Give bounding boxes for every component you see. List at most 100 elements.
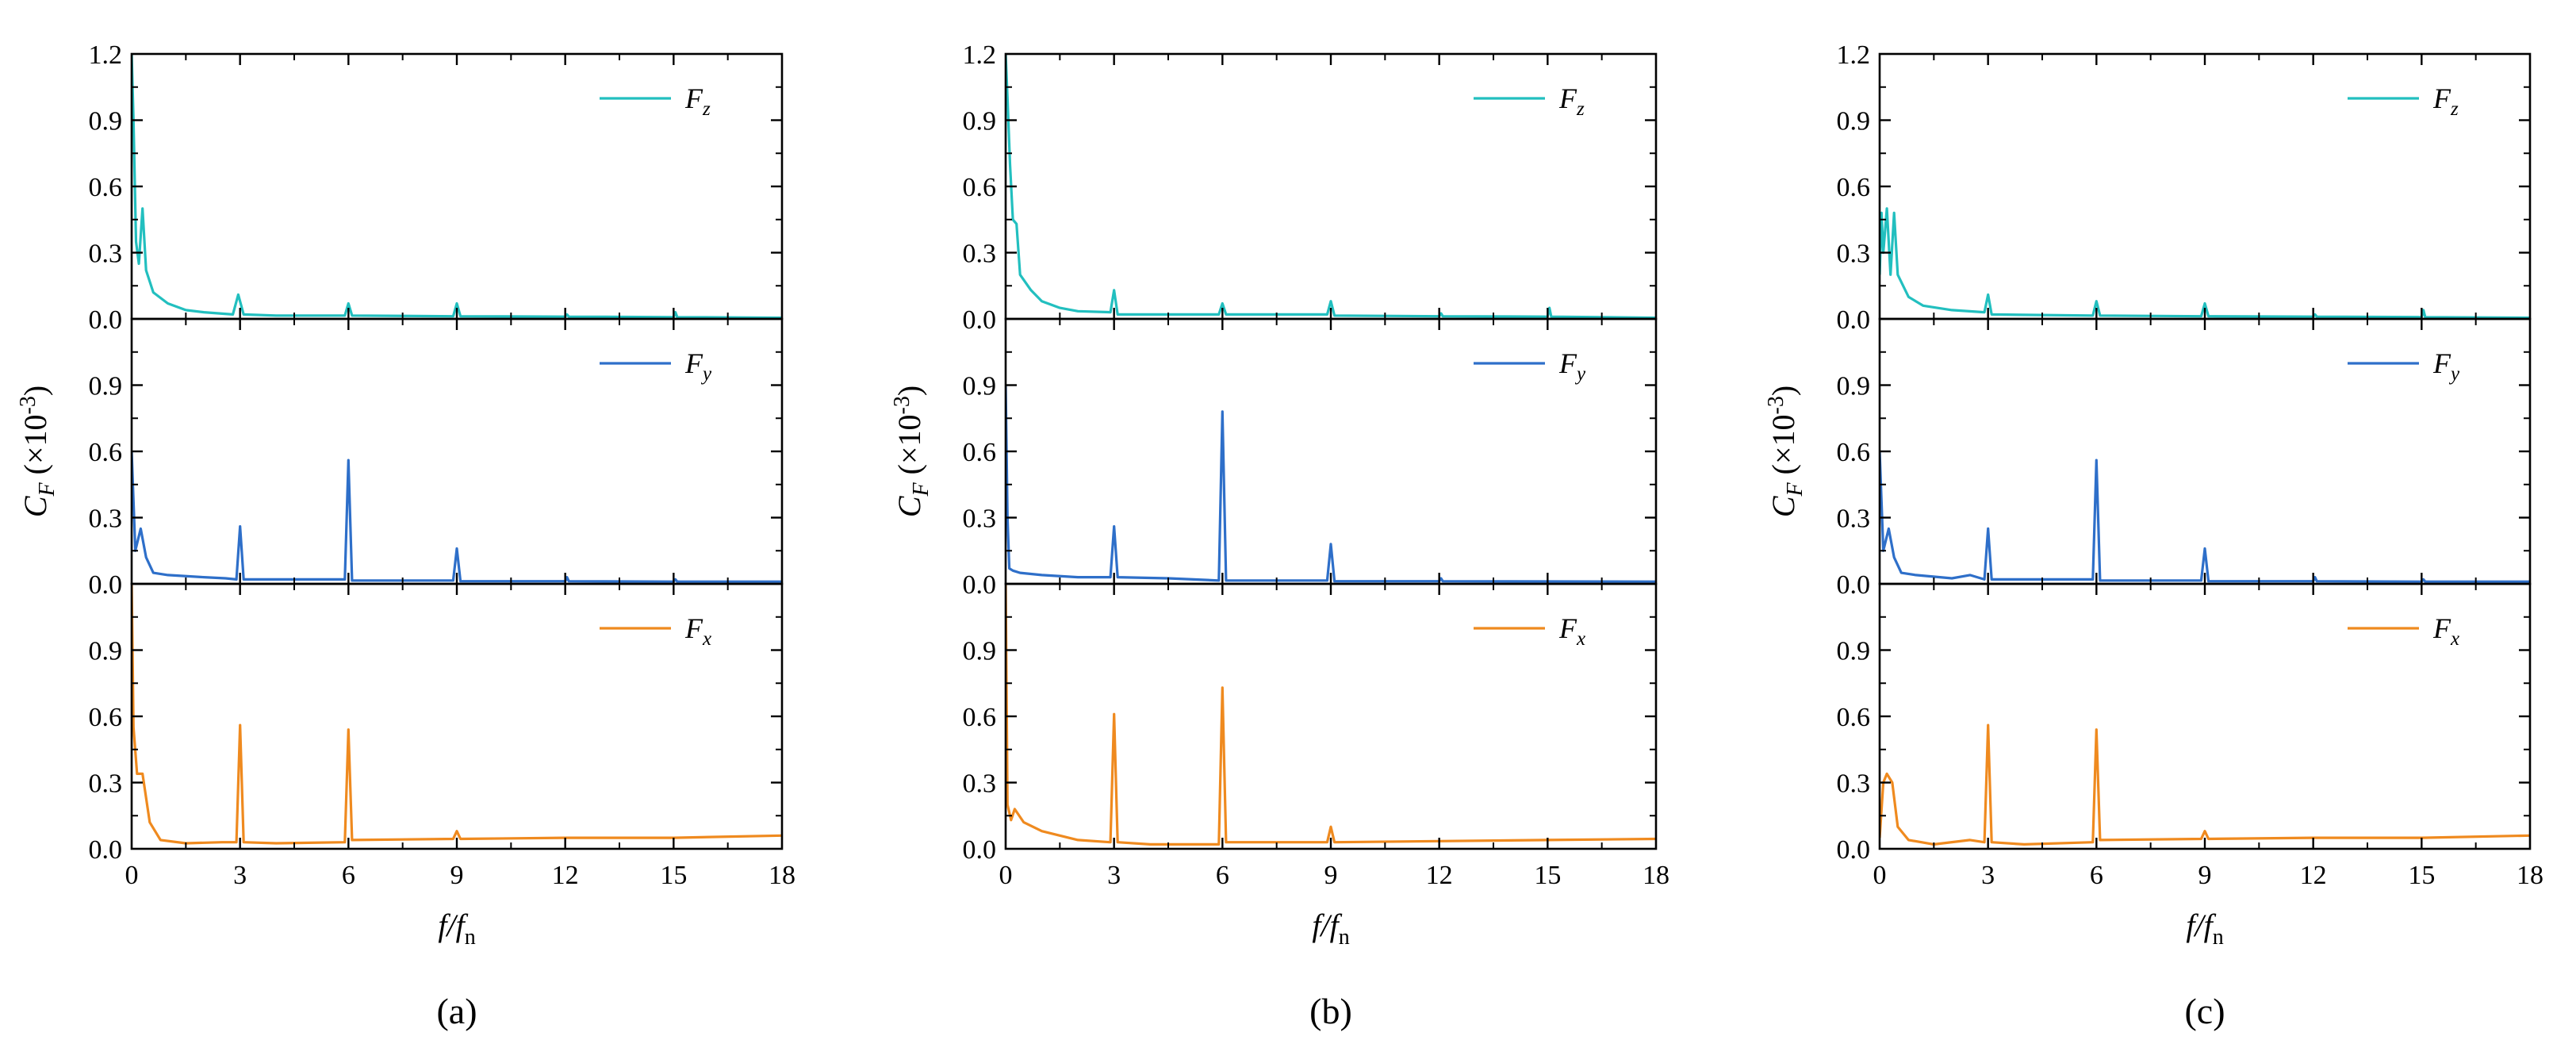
y-axis-label-close: )	[1765, 386, 1801, 396]
series-line-fz	[1006, 54, 1656, 319]
panel-fy: 0.0 0.3 0.6 0.9 Fy	[963, 317, 1658, 600]
panel-fx: 0.0 0.3 0.6 0.9 Fx	[89, 582, 784, 865]
y-axis-label-c: C	[17, 495, 53, 517]
legend-sub: z	[1576, 98, 1585, 120]
panel-frame	[1004, 582, 1658, 850]
y-axis-label-close: )	[891, 386, 927, 396]
y-tick-label: 0.3	[963, 505, 997, 534]
y-tick-label: 0.6	[963, 173, 997, 202]
x-axis-label: f/fn	[2186, 908, 2223, 950]
x-tick-label: 18	[769, 861, 795, 890]
y-axis-label: CF (×10-3)	[16, 386, 59, 517]
x-tick-label: 6	[1216, 861, 1229, 890]
y-tick-label: 0.3	[963, 240, 997, 269]
y-tick-label: 0.0	[89, 305, 123, 335]
x-tick-label: 0	[1873, 861, 1887, 890]
y-axis-label-sub: F	[1783, 482, 1807, 497]
legend-sub: z	[2450, 98, 2459, 120]
y-axis-label-exp: -3	[1764, 396, 1788, 414]
legend-sub: y	[2448, 363, 2460, 385]
panel-fx: 0.0 0.3 0.6 0.9 Fx	[1837, 582, 2532, 865]
x-tick-label: 3	[1981, 861, 1995, 890]
legend-label-fz: Fz	[684, 83, 711, 120]
legend-base: F	[684, 612, 703, 644]
legend-base: F	[684, 347, 703, 379]
series-line-fx	[132, 584, 782, 845]
y-axis-label: CF (×10-3)	[1764, 386, 1807, 517]
panel-frame	[1878, 582, 2532, 850]
caption: (b)	[1309, 991, 1352, 1031]
x-axis-label-slash: /	[1319, 908, 1332, 943]
y-tick-label: 0.9	[89, 107, 123, 136]
legend-sub: y	[1574, 363, 1586, 385]
y-tick-label: 0.3	[1837, 505, 1871, 534]
x-tick-label: 15	[1534, 861, 1561, 890]
x-tick-label: 12	[1426, 861, 1453, 890]
y-tick-label: 1.2	[1837, 40, 1871, 70]
y-axis-label-c: C	[1765, 495, 1801, 517]
x-axis-label: f/fn	[1312, 908, 1349, 950]
series-line-fy	[132, 451, 782, 583]
y-tick-label: 0.6	[89, 703, 123, 732]
series-line-fz	[132, 54, 782, 319]
legend-sub: x	[1576, 628, 1585, 650]
legend-base: F	[2432, 83, 2451, 114]
x-tick-label: 3	[233, 861, 247, 890]
y-tick-label: 0.0	[963, 835, 997, 865]
y-tick-label: 0.6	[963, 438, 997, 467]
y-tick-label: 0.6	[1837, 173, 1871, 202]
chart-2: 0.0 0.3 0.6 0.9 1.2 Fz 0.0 0.3 0.6 0.9 Fy 0.0 0.3 0.6…	[890, 40, 1669, 1031]
legend-label-fx: Fx	[2432, 612, 2459, 650]
x-tick-label: 9	[450, 861, 464, 890]
x-tick-label: 9	[2198, 861, 2212, 890]
x-tick-label: 15	[660, 861, 687, 890]
legend-label-fx: Fx	[1558, 612, 1585, 650]
y-tick-label: 0.9	[89, 372, 123, 401]
series-line-fy	[1006, 385, 1656, 583]
panel-fz: 0.0 0.3 0.6 0.9 1.2 Fz	[89, 40, 784, 335]
x-tick-label: 0	[999, 861, 1013, 890]
legend-sub: z	[702, 98, 711, 120]
panel-fy: 0.0 0.3 0.6 0.9 Fy	[1837, 317, 2532, 600]
y-axis-label-sub: F	[35, 482, 59, 497]
x-tick-label: 6	[2090, 861, 2103, 890]
y-axis-label-unit: (×10	[1765, 414, 1801, 482]
y-tick-label: 0.9	[963, 107, 997, 136]
y-tick-label: 0.0	[963, 570, 997, 600]
y-tick-label: 0.3	[89, 505, 123, 534]
series-line-fx	[1880, 723, 2530, 846]
legend-label-fz: Fz	[2432, 83, 2459, 120]
y-tick-label: 0.0	[89, 570, 123, 600]
panel-frame	[130, 582, 784, 850]
y-tick-label: 0.6	[1837, 703, 1871, 732]
legend-base: F	[2432, 612, 2451, 644]
x-tick-label: 18	[2517, 861, 2543, 890]
panel-fz: 0.0 0.3 0.6 0.9 1.2 Fz	[1837, 40, 2532, 335]
y-tick-label: 0.0	[1837, 570, 1871, 600]
legend-base: F	[1558, 612, 1577, 644]
x-axis-label-slash: /	[445, 908, 458, 943]
y-axis-label-close: )	[17, 386, 53, 396]
y-tick-label: 0.3	[89, 769, 123, 799]
panel-fy: 0.0 0.3 0.6 0.9 Fy	[89, 317, 784, 600]
caption: (a)	[436, 991, 477, 1031]
y-tick-label: 0.0	[1837, 835, 1871, 865]
y-axis-label-c: C	[891, 495, 927, 517]
legend-base: F	[2432, 347, 2451, 379]
y-tick-label: 0.6	[89, 173, 123, 202]
x-tick-label: 15	[2408, 861, 2435, 890]
x-tick-label: 18	[1643, 861, 1669, 890]
series-line-fy	[1880, 451, 2530, 583]
y-tick-label: 0.3	[1837, 769, 1871, 799]
y-tick-label: 0.9	[89, 637, 123, 666]
x-axis-label-sub: n	[2213, 925, 2224, 950]
caption: (c)	[2184, 991, 2225, 1031]
x-axis-label-slash: /	[2193, 908, 2206, 943]
y-tick-label: 0.9	[1837, 107, 1871, 136]
legend-label-fy: Fy	[684, 347, 712, 385]
legend-sub: y	[700, 363, 712, 385]
y-tick-label: 0.6	[963, 703, 997, 732]
x-tick-label: 9	[1324, 861, 1338, 890]
y-tick-label: 0.0	[963, 305, 997, 335]
panel-frame	[1878, 52, 2532, 320]
